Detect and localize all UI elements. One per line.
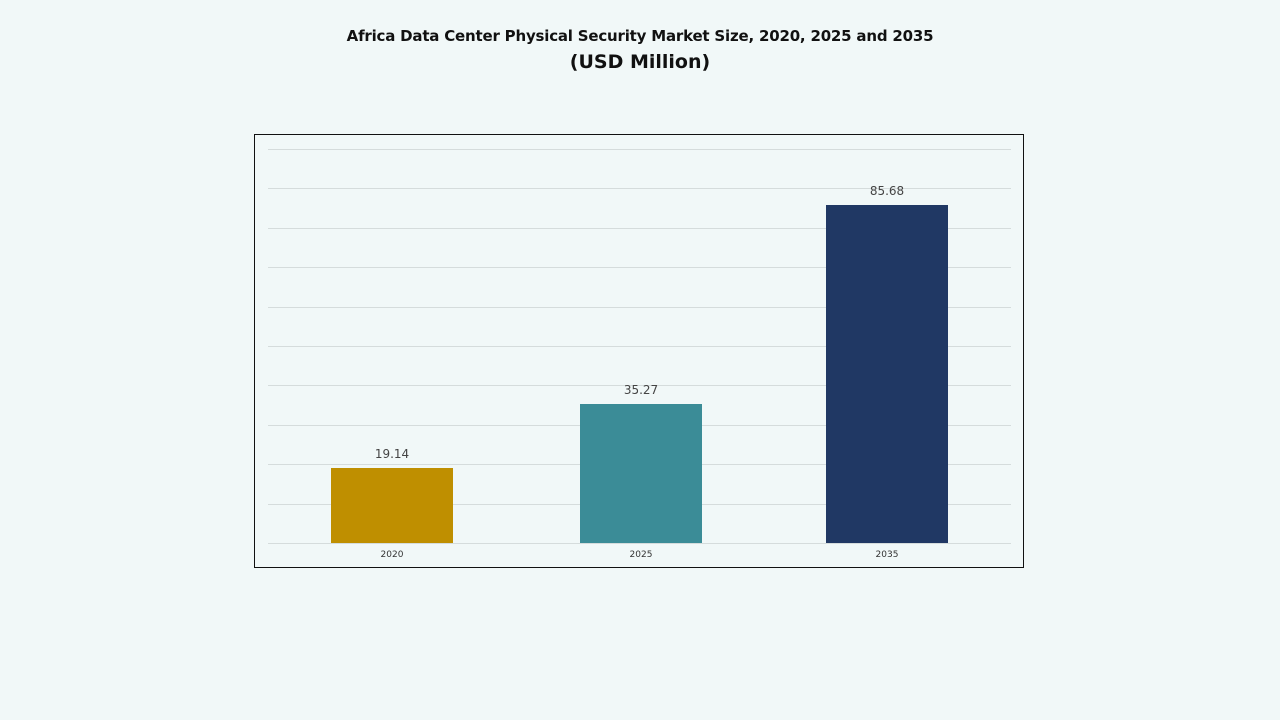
category-label-2020: 2020 xyxy=(380,550,404,560)
category-label-2025: 2025 xyxy=(629,550,653,560)
chart-title: Africa Data Center Physical Security Mar… xyxy=(346,27,934,45)
value-label-2020: 19.14 xyxy=(374,446,410,461)
value-label-2035: 85.68 xyxy=(869,184,905,199)
gridline xyxy=(268,346,1011,347)
bar-2025 xyxy=(580,404,702,543)
category-label-2035: 2035 xyxy=(875,550,899,560)
gridline xyxy=(268,149,1011,150)
chart-frame xyxy=(254,134,1024,568)
value-label-2025: 35.27 xyxy=(623,383,659,398)
chart-subtitle: (USD Million) xyxy=(569,51,711,73)
gridline xyxy=(268,227,1011,229)
gridline xyxy=(268,188,1011,190)
gridline xyxy=(268,306,1011,308)
bar-2020 xyxy=(331,467,453,543)
gridline xyxy=(268,385,1011,387)
plot-area: 19.14 35.27 85.68 xyxy=(268,149,1011,544)
gridline xyxy=(268,267,1011,269)
bar-2035 xyxy=(826,205,948,543)
gridline xyxy=(268,543,1011,544)
